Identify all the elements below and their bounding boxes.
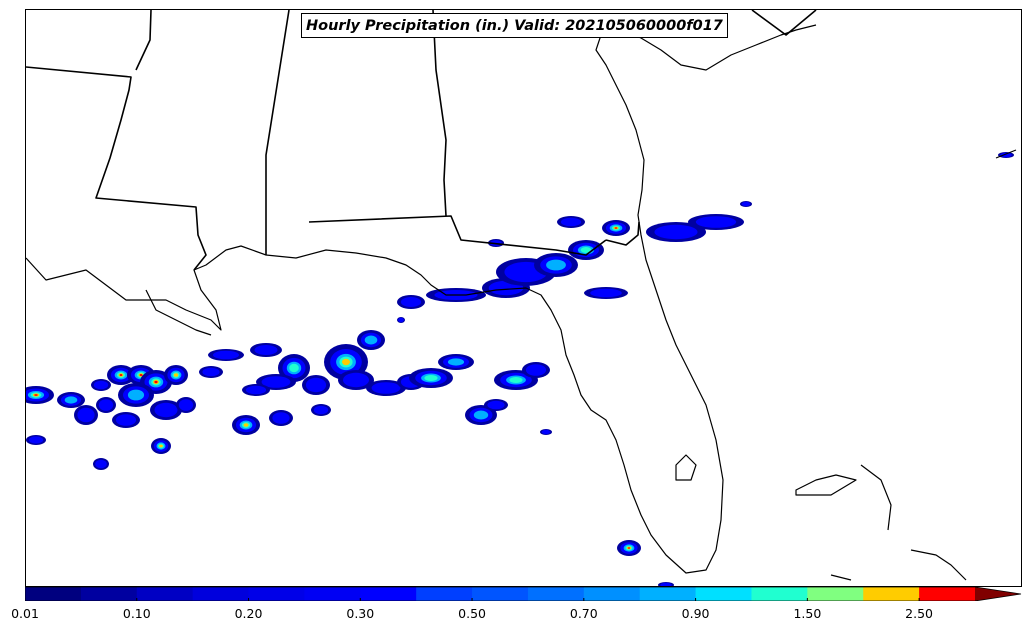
precipitation-layer: [26, 152, 1014, 586]
colorbar-tick-label: 1.50: [793, 606, 822, 621]
colorbar-cell: [80, 587, 138, 601]
precip-contour: [115, 414, 137, 426]
colorbar-tick-label: 0.20: [234, 606, 263, 621]
precip-contour: [371, 382, 401, 394]
precip-contour: [139, 374, 143, 376]
colorbar: [25, 587, 1022, 601]
precip-contour: [590, 288, 622, 298]
colorbar-cell: [919, 587, 976, 601]
precip-contour: [654, 224, 698, 240]
precip-contour: [364, 335, 378, 345]
colorbar-tick-label: 2.50: [905, 606, 934, 621]
precip-contour: [398, 317, 404, 323]
colorbar-cell: [304, 587, 361, 601]
precip-contour: [119, 374, 123, 376]
precip-contour: [343, 372, 369, 388]
colorbar-cell: [751, 587, 808, 601]
precip-contour: [254, 345, 278, 355]
precip-contour: [424, 375, 438, 381]
precip-contour: [243, 423, 249, 427]
precip-contour: [473, 410, 489, 420]
precip-contour: [305, 377, 327, 393]
colorbar-outline: [25, 587, 1022, 601]
colorbar-tick-label: 0.01: [11, 606, 39, 621]
precip-contour: [400, 297, 422, 307]
precip-contour: [272, 412, 290, 424]
precip-contour: [695, 216, 737, 228]
precip-contour: [541, 429, 551, 435]
precip-contour: [313, 405, 329, 415]
precip-contour: [525, 364, 547, 376]
colorbar-tick-label: 0.30: [346, 606, 375, 621]
colorbar-cell: [192, 587, 250, 601]
precip-contour: [127, 389, 145, 401]
map-title: Hourly Precipitation (in.) Valid: 202105…: [301, 13, 728, 38]
precip-contour: [509, 377, 523, 383]
colorbar-cell: [639, 587, 697, 601]
colorbar-cell: [472, 587, 529, 601]
precip-contour: [447, 358, 465, 366]
precip-contour: [487, 400, 505, 410]
colorbar-cell: [807, 587, 864, 601]
colorbar-tick-label: 0.50: [458, 606, 487, 621]
precip-contour: [95, 459, 107, 469]
colorbar-cells: [25, 587, 1022, 601]
precip-contour: [546, 259, 566, 271]
precip-contour: [178, 399, 194, 411]
precip-contour: [614, 227, 618, 229]
precipitation-map: [26, 10, 1017, 586]
precip-contour: [1000, 152, 1012, 158]
precip-contour: [173, 373, 179, 377]
colorbar-cell: [248, 587, 305, 601]
colorbar-extend-arrow: [975, 587, 1021, 601]
state-boundaries: [26, 10, 817, 271]
colorbar-cell: [360, 587, 417, 601]
precip-contour: [660, 582, 672, 586]
precip-contour: [627, 547, 631, 549]
precip-contour: [64, 396, 78, 404]
precip-contour: [159, 444, 163, 448]
precip-contour: [245, 385, 267, 395]
colorbar-tick-label: 0.70: [569, 606, 598, 621]
precip-contour: [98, 399, 114, 411]
precip-contour: [213, 350, 239, 360]
map-panel: [25, 9, 1022, 587]
precip-contour: [289, 363, 299, 373]
precip-contour: [93, 380, 109, 390]
precip-contour: [77, 407, 95, 423]
precip-contour: [741, 201, 751, 207]
precip-contour: [560, 217, 582, 227]
colorbar-tick-label: 0.90: [681, 606, 710, 621]
colorbar-cell: [416, 587, 473, 601]
precip-contour: [154, 402, 178, 418]
colorbar-cell: [527, 587, 585, 601]
colorbar-tick-label: 0.10: [122, 606, 151, 621]
precip-contour: [342, 358, 350, 366]
colorbar-cell: [695, 587, 752, 601]
precip-contour: [28, 436, 44, 444]
colorbar-cell: [863, 587, 920, 601]
colorbar-cell: [583, 587, 641, 601]
colorbar-cell: [25, 587, 82, 601]
colorbar-cell: [136, 587, 194, 601]
precip-contour: [202, 367, 220, 377]
precip-contour: [34, 394, 38, 396]
coastline: [26, 24, 1017, 581]
precip-contour: [580, 247, 592, 253]
precip-contour: [154, 380, 158, 384]
precip-contour: [261, 376, 291, 388]
